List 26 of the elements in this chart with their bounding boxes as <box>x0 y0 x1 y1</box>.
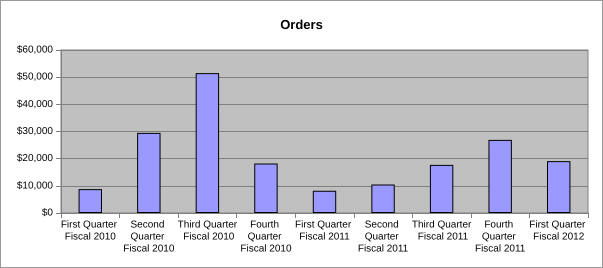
bar <box>488 140 512 213</box>
bar <box>196 73 220 213</box>
bar <box>78 189 102 213</box>
y-tick-label: $40,000 <box>16 98 54 110</box>
x-tick-label: First Quarter Fiscal 2010 <box>60 220 120 242</box>
x-tick-label: Second Quarter Fiscal 2011 <box>358 220 409 254</box>
y-tick-label: $50,000 <box>16 72 54 83</box>
y-tick-label: $60,000 <box>16 44 54 56</box>
bar <box>547 161 570 213</box>
y-tick-label: $0 <box>42 208 54 218</box>
bar <box>371 184 395 213</box>
x-tick-label: Third Quarter Fiscal 2011 <box>412 220 472 242</box>
x-tick-label: Fourth Quarter Fiscal 2011 <box>474 220 526 254</box>
x-tick-label: Third Quarter Fiscal 2010 <box>178 220 238 242</box>
y-tick-label: $10,000 <box>16 180 54 192</box>
x-tick-label: First Quarter Fiscal 2012 <box>529 220 588 242</box>
bar <box>137 132 161 213</box>
y-tick-label: $30,000 <box>16 126 54 137</box>
bar <box>430 164 454 213</box>
x-tick-label: Second Quarter Fiscal 2010 <box>123 220 175 254</box>
x-tick-label: First Quarter Fiscal 2011 <box>295 220 354 242</box>
chart-title: Orders <box>280 17 323 32</box>
bar <box>312 190 336 213</box>
x-tick-label: Fourth Quarter Fiscal 2010 <box>240 220 292 254</box>
y-tick-label: $20,000 <box>16 153 54 164</box>
bar <box>254 164 278 213</box>
